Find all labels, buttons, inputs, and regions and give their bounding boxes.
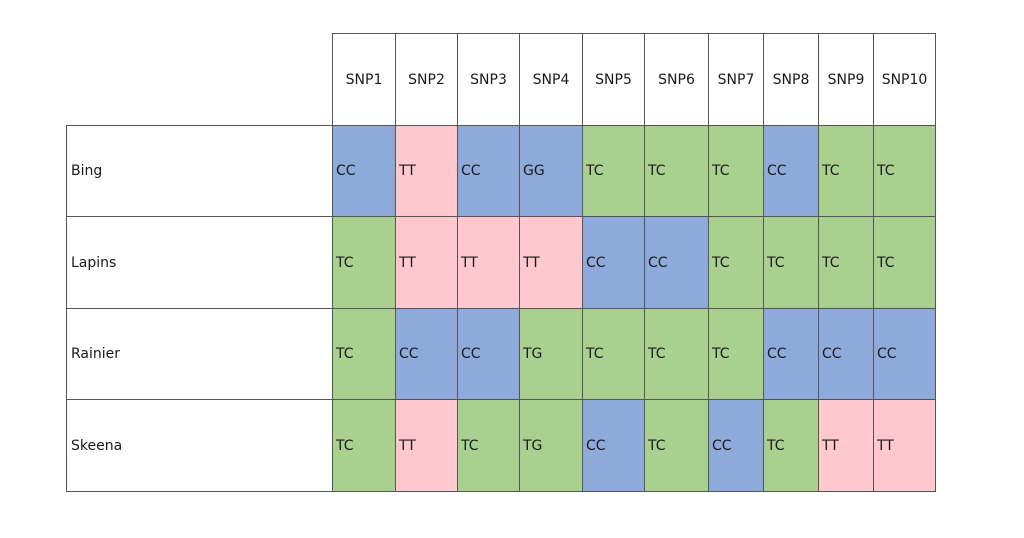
genotype-cell: TC [763, 399, 819, 492]
genotype-cell: CC [818, 308, 874, 400]
column-header: SNP8 [763, 33, 819, 126]
genotype-cell: TC [818, 125, 874, 217]
genotype-cell: CC [763, 125, 819, 217]
genotype-cell: TT [395, 216, 458, 309]
genotype-cell: TC [708, 308, 764, 400]
row-label: Skeena [66, 399, 333, 492]
genotype-cell: CC [873, 308, 936, 400]
genotype-cell: TC [457, 399, 520, 492]
genotype-cell: CC [332, 125, 396, 217]
row-label: Bing [66, 125, 333, 217]
genotype-cell: TC [763, 216, 819, 309]
genotype-cell: TC [818, 216, 874, 309]
column-header: SNP6 [644, 33, 709, 126]
genotype-cell: TC [873, 216, 936, 309]
genotype-cell: TG [519, 399, 583, 492]
genotype-cell: CC [582, 216, 645, 309]
column-header: SNP5 [582, 33, 645, 126]
genotype-cell: TC [332, 399, 396, 492]
genotype-cell: TC [708, 216, 764, 309]
genotype-cell: TC [708, 125, 764, 217]
genotype-cell: CC [457, 125, 520, 217]
genotype-cell: TG [519, 308, 583, 400]
column-header: SNP7 [708, 33, 764, 126]
column-header: SNP3 [457, 33, 520, 126]
genotype-cell: TC [332, 308, 396, 400]
column-header: SNP1 [332, 33, 396, 126]
genotype-cell: TC [644, 308, 709, 400]
row-label: Rainier [66, 308, 333, 400]
column-header: SNP2 [395, 33, 458, 126]
genotype-cell: GG [519, 125, 583, 217]
genotype-cell: CC [644, 216, 709, 309]
genotype-cell: TC [644, 399, 709, 492]
genotype-cell: TC [873, 125, 936, 217]
genotype-cell: TT [457, 216, 520, 309]
genotype-cell: TT [395, 399, 458, 492]
genotype-cell: TT [395, 125, 458, 217]
genotype-cell: CC [763, 308, 819, 400]
genotype-cell: CC [395, 308, 458, 400]
column-header: SNP9 [818, 33, 874, 126]
genotype-cell: TT [873, 399, 936, 492]
genotype-cell: TC [644, 125, 709, 217]
genotype-cell: TC [332, 216, 396, 309]
column-header: SNP4 [519, 33, 583, 126]
genotype-cell: CC [457, 308, 520, 400]
genotype-cell: CC [708, 399, 764, 492]
row-label: Lapins [66, 216, 333, 309]
genotype-cell: TT [519, 216, 583, 309]
genotype-cell: TC [582, 308, 645, 400]
genotype-cell: TT [818, 399, 874, 492]
genotype-cell: CC [582, 399, 645, 492]
column-header: SNP10 [873, 33, 936, 126]
genotype-cell: TC [582, 125, 645, 217]
